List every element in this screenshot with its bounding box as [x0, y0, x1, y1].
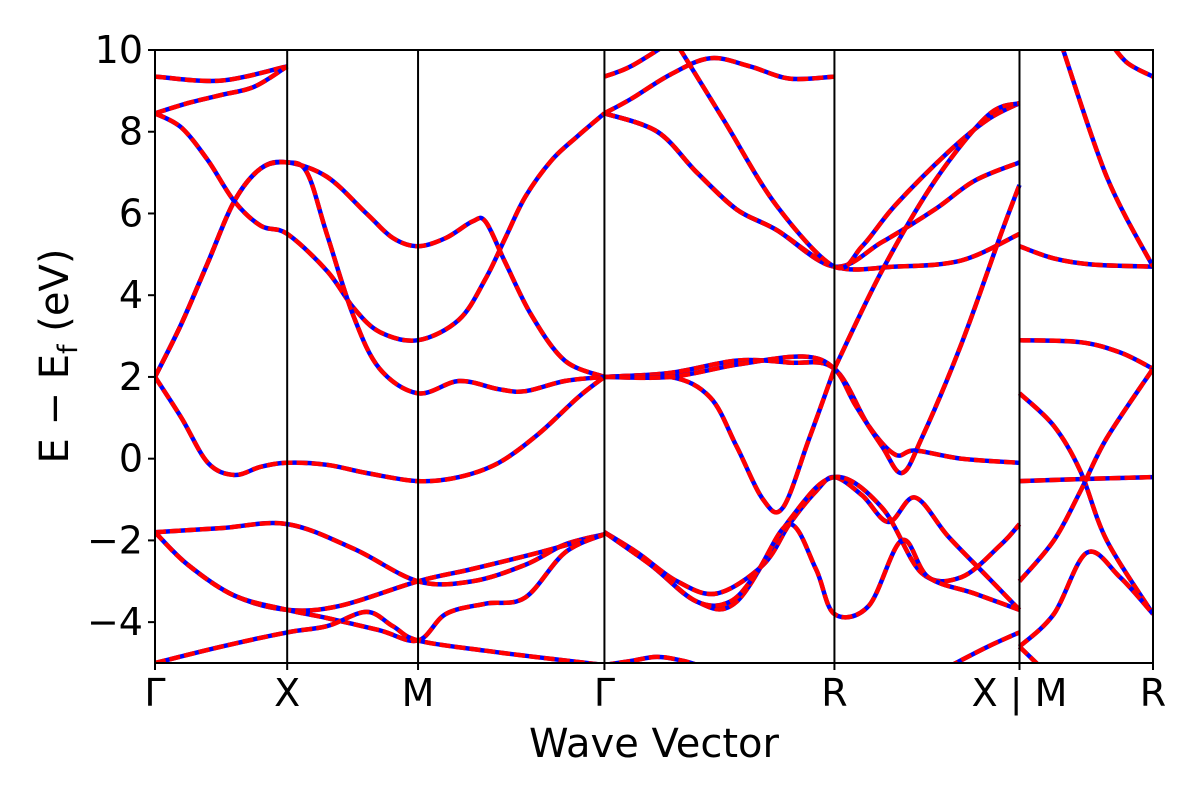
y-axis-title-main: E − E [32, 354, 78, 464]
band-line-blue [1060, 50, 1153, 268]
band-line-red-dashed [155, 159, 606, 380]
band-line-red-dashed [1060, 50, 1153, 268]
x-tick-label: Γ [594, 671, 615, 715]
band-line-red-dashed [1019, 337, 1153, 371]
x-tick-label: X [274, 671, 300, 715]
x-axis: Γ X M Γ R X | M R [144, 663, 1166, 716]
band-line-red-dashed [603, 111, 1021, 272]
band-line-red-dashed [1017, 645, 1040, 663]
y-tick-label: 8 [119, 110, 143, 154]
band-line-blue [155, 375, 606, 484]
y-axis-title-subscript: f [53, 343, 84, 354]
x-tick-label: Γ [144, 671, 165, 715]
y-tick-label: 4 [119, 273, 143, 317]
band-line-red-dashed [603, 521, 1021, 620]
band-line-red-dashed [155, 159, 605, 396]
y-tick-label: −4 [87, 600, 143, 644]
x-axis-title: Wave Vector [529, 721, 780, 767]
band-line-blue [155, 159, 605, 396]
band-line-red-dashed [1112, 50, 1153, 79]
band-line-red-dashed [603, 55, 835, 116]
band-line-red-dashed [155, 375, 606, 484]
band-line-blue [677, 50, 1021, 271]
bands-layer [155, 50, 1153, 663]
y-axis-title-unit: (eV) [32, 249, 78, 345]
band-line-red-dashed [155, 609, 605, 663]
kpoint-lines [286, 50, 1021, 663]
band-line-red-dashed [155, 530, 606, 644]
x-tick-label: R [821, 671, 847, 715]
band-line-blue [603, 55, 835, 116]
band-line-red-dashed [1017, 549, 1153, 649]
band-line-red-dashed [1017, 391, 1153, 616]
band-line-red-dashed [677, 50, 1021, 271]
band-line-red-dashed [1017, 367, 1153, 583]
band-line-blue [155, 530, 605, 613]
band-line-red-dashed [604, 184, 1022, 476]
y-tick-label: 2 [119, 355, 143, 399]
band-line-blue [603, 521, 1021, 620]
band-line-blue [604, 368, 837, 515]
band-line-red-dashed [604, 368, 837, 515]
y-tick-label: 6 [119, 191, 143, 235]
band-line-blue [155, 159, 606, 380]
x-tick-label: R [1140, 671, 1166, 715]
y-tick-label: 10 [95, 28, 143, 72]
y-tick-label: −2 [87, 518, 143, 562]
band-line-red-dashed [832, 100, 1021, 370]
y-axis-title: E − Ef (eV) [32, 249, 84, 464]
band-line-red-dashed [1019, 474, 1153, 484]
band-line-red-dashed [1018, 244, 1153, 269]
band-line-red-dashed [155, 64, 289, 116]
y-tick-label: 0 [119, 437, 143, 481]
band-line-red-dashed [603, 50, 662, 79]
band-line-blue [1112, 50, 1153, 79]
band-line-blue [1017, 391, 1153, 616]
band-line-red-dashed [155, 111, 606, 343]
band-line-blue [832, 100, 1021, 370]
band-line-blue [603, 50, 662, 79]
y-axis: −4 −2 0 2 4 6 8 10 [87, 28, 155, 644]
band-line-red-dashed [155, 530, 605, 613]
band-line-red-dashed [155, 64, 288, 84]
x-tick-label: X | M [972, 671, 1068, 716]
plot-frame [154, 49, 1154, 664]
x-tick-label: M [402, 671, 435, 715]
